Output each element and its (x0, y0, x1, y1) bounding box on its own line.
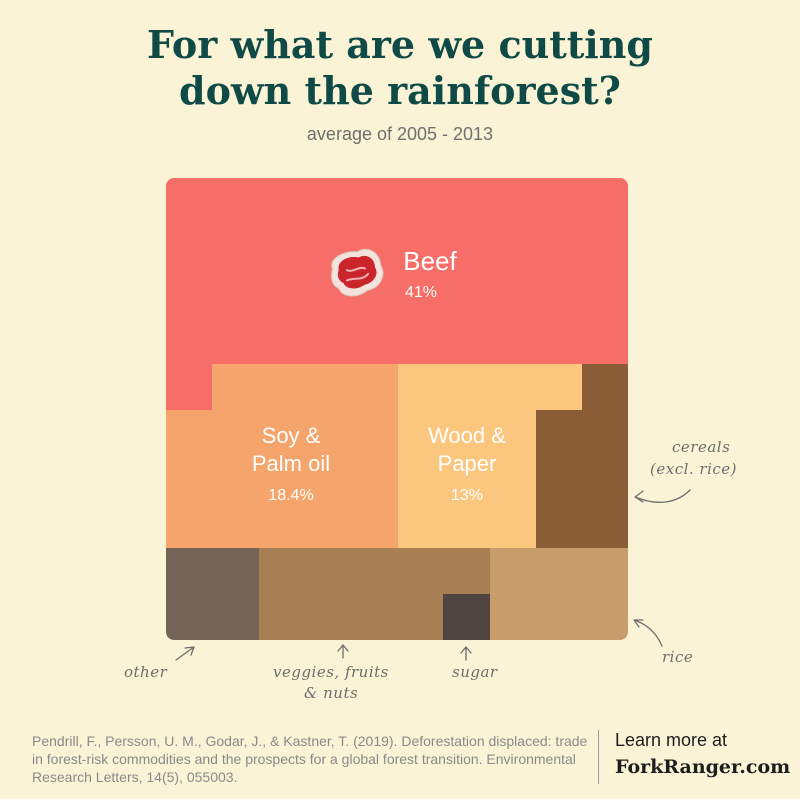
tile-other (166, 548, 259, 640)
veggies-annotation-line-2: & nuts (304, 684, 358, 702)
cereals-arrow (634, 489, 691, 503)
beef-label: Beef (403, 246, 457, 276)
beef-value-label: 41% (405, 284, 437, 301)
citation-text: Pendrill, F., Persson, U. M., Godar, J.,… (32, 733, 588, 785)
veggies-arrow (337, 644, 349, 659)
soy-value-label: 18.4% (268, 487, 313, 504)
wood-value-label: 13% (451, 487, 483, 504)
soy-label-line-2: Palm oil (252, 451, 330, 476)
title-line-1: For what are we cutting (147, 22, 653, 67)
title-line-2: down the rainforest? (179, 68, 621, 113)
rice-annotation: rice (662, 648, 693, 666)
other-arrow (175, 646, 195, 661)
tile-rice (490, 548, 628, 640)
page-title: For what are we cutting down the rainfor… (0, 22, 800, 114)
sugar-annotation: sugar (452, 663, 498, 681)
other-annotation: other (124, 663, 168, 681)
cereals-annotation-line-2: (excl. rice) (650, 460, 737, 478)
wood-label-line-2: Paper (438, 451, 497, 476)
tile-beef (166, 178, 628, 410)
page-subtitle: average of 2005 - 2013 (306, 124, 494, 144)
brand-logo-text[interactable]: ForkRanger.com (615, 756, 791, 778)
soy-label-line-1: Soy & (262, 423, 321, 448)
wood-label-line-1: Wood & (428, 423, 506, 448)
tile-cereals (536, 364, 628, 548)
cereals-annotation-line-1: cereals (672, 438, 730, 456)
tile-soy-palm-oil (166, 364, 398, 548)
veggies-annotation-line-1: veggies, fruits (273, 663, 389, 681)
rice-arrow (633, 619, 663, 647)
footer-divider (598, 730, 599, 784)
tile-veggies-fruits-nuts (259, 548, 490, 640)
steak-icon (331, 248, 384, 297)
tile-sugar (443, 594, 490, 640)
sugar-arrow (460, 646, 472, 661)
learn-more-text: Learn more at (615, 730, 728, 750)
